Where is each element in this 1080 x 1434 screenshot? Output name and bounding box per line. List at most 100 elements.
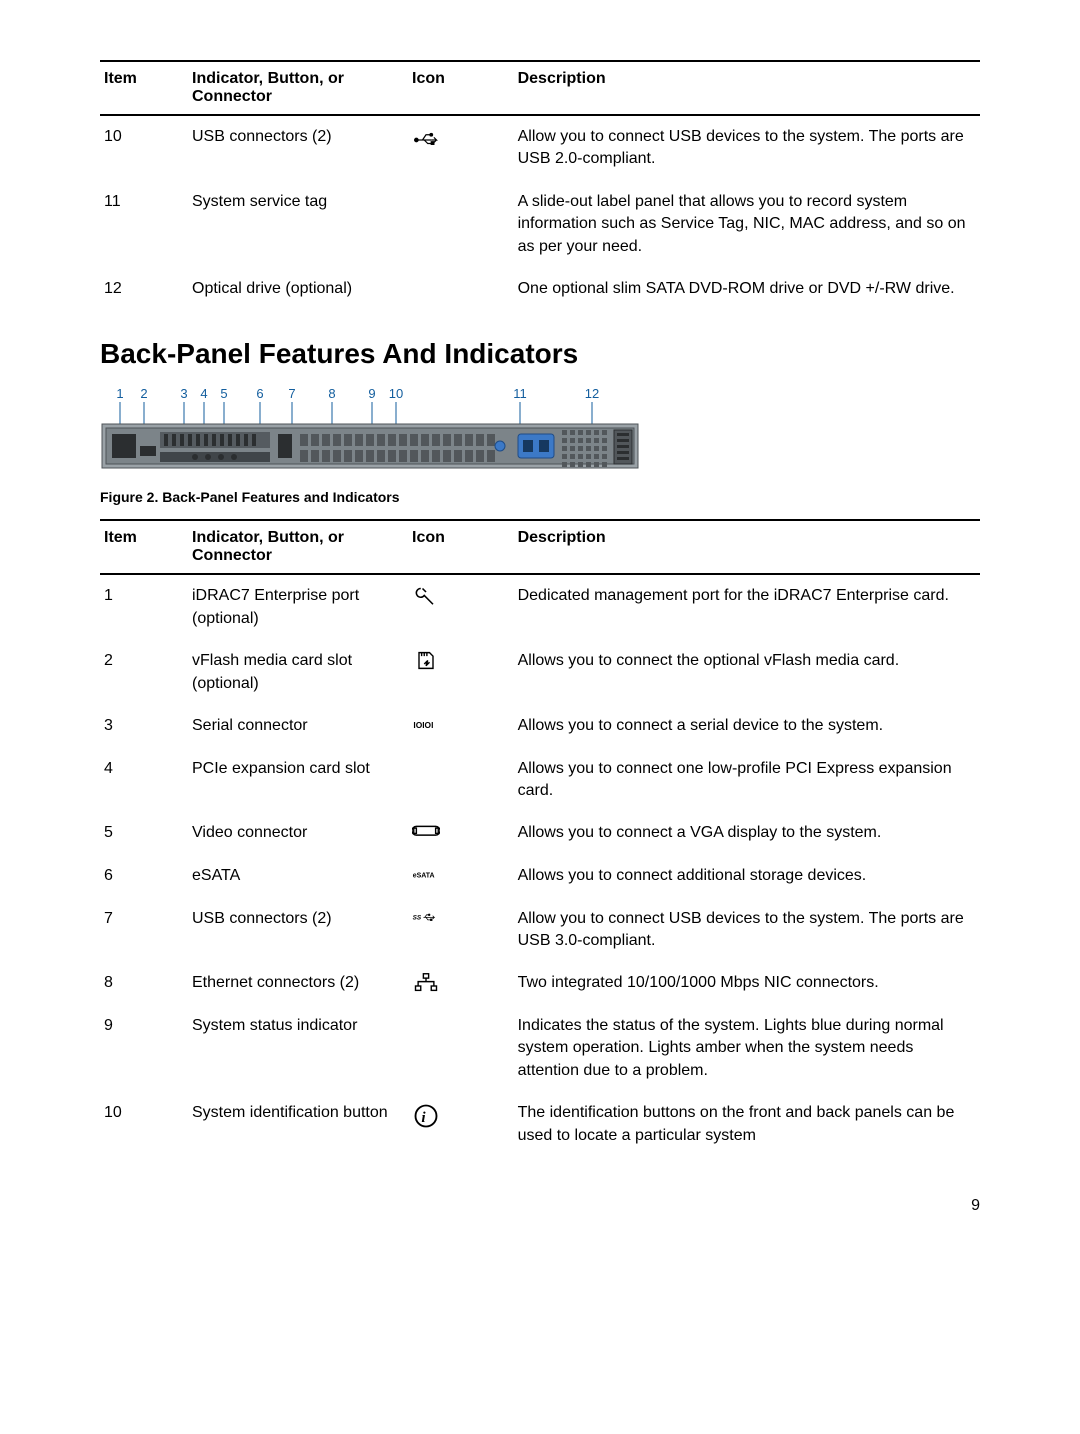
svg-text:12: 12 <box>585 386 599 401</box>
table-row: 9System status indicator Indicates the st… <box>100 1005 980 1092</box>
cell-icon <box>408 181 514 268</box>
cell-item: 10 <box>100 1092 188 1157</box>
svg-text:6: 6 <box>256 386 263 401</box>
cell-description: Dedicated management port for the iDRAC7… <box>514 574 980 640</box>
table-row: 6eSATAeSATAAllows you to connect additio… <box>100 855 980 898</box>
cell-description: One optional slim SATA DVD-ROM drive or … <box>514 268 980 310</box>
cell-item: 9 <box>100 1005 188 1092</box>
table-row: 3Serial connector IOIOI Allows you to conn… <box>100 705 980 748</box>
cell-description: The identification buttons on the front … <box>514 1092 980 1157</box>
sdcard-icon <box>412 650 440 672</box>
cell-indicator: System status indicator <box>188 1005 408 1092</box>
cell-indicator: USB connectors (2) <box>188 898 408 963</box>
cell-indicator: Ethernet connectors (2) <box>188 962 408 1005</box>
svg-text:11: 11 <box>513 386 527 401</box>
page-number: 9 <box>100 1197 980 1215</box>
cell-description: Two integrated 10/100/1000 Mbps NIC conn… <box>514 962 980 1005</box>
t1-h-desc: Description <box>514 61 980 115</box>
cell-description: Allows you to connect one low-profile PC… <box>514 748 980 813</box>
cell-indicator: Serial connector <box>188 705 408 748</box>
id-icon: i <box>412 1102 440 1124</box>
t2-h-desc: Description <box>514 520 980 574</box>
cell-icon <box>408 1005 514 1092</box>
cell-description: Allows you to connect the optional vFlas… <box>514 640 980 705</box>
svg-text:5: 5 <box>220 386 227 401</box>
front-panel-table-cont: Item Indicator, Button, or Connector Ico… <box>100 60 980 310</box>
cell-icon <box>408 812 514 855</box>
ssusb-icon: SS <box>412 908 440 930</box>
svg-text:1: 1 <box>116 386 123 401</box>
cell-icon <box>408 115 514 181</box>
table-row: 7USB connectors (2) SS Allow you to connec… <box>100 898 980 963</box>
cell-icon: SS <box>408 898 514 963</box>
t1-h-indicator: Indicator, Button, or Connector <box>188 61 408 115</box>
cell-indicator: Optical drive (optional) <box>188 268 408 310</box>
cell-icon: IOIOI <box>408 705 514 748</box>
svg-text:2: 2 <box>140 386 147 401</box>
svg-text:i: i <box>421 1109 426 1126</box>
cell-icon <box>408 268 514 310</box>
cell-item: 8 <box>100 962 188 1005</box>
cell-description: Allow you to connect USB devices to the … <box>514 898 980 963</box>
table-row: 2vFlash media card slot (optional) Allows… <box>100 640 980 705</box>
t1-h-item: Item <box>100 61 188 115</box>
svg-text:eSATA: eSATA <box>413 872 435 879</box>
t2-h-item: Item <box>100 520 188 574</box>
svg-text:8: 8 <box>328 386 335 401</box>
cell-item: 4 <box>100 748 188 813</box>
cell-item: 12 <box>100 268 188 310</box>
table-row: 12Optical drive (optional) One optional s… <box>100 268 980 310</box>
svg-text:3: 3 <box>180 386 187 401</box>
cell-indicator: System service tag <box>188 181 408 268</box>
figure-caption: Figure 2. Back-Panel Features and Indica… <box>100 489 980 505</box>
cell-description: A slide-out label panel that allows you … <box>514 181 980 268</box>
cell-icon: eSATA <box>408 855 514 898</box>
vga-icon <box>412 822 440 844</box>
wrench-icon <box>412 585 440 607</box>
cell-indicator: PCIe expansion card slot <box>188 748 408 813</box>
cell-indicator: System identification button <box>188 1092 408 1157</box>
cell-item: 7 <box>100 898 188 963</box>
esata-icon: eSATA <box>412 865 440 887</box>
cell-indicator: vFlash media card slot (optional) <box>188 640 408 705</box>
table-row: 4PCIe expansion card slot Allows you to c… <box>100 748 980 813</box>
cell-item: 10 <box>100 115 188 181</box>
t1-h-icon: Icon <box>408 61 514 115</box>
cell-item: 2 <box>100 640 188 705</box>
table-row: 1iDRAC7 Enterprise port (optional) Dedica… <box>100 574 980 640</box>
cell-indicator: eSATA <box>188 855 408 898</box>
usb-icon <box>412 126 440 148</box>
cell-description: Allows you to connect a VGA display to t… <box>514 812 980 855</box>
svg-text:9: 9 <box>368 386 375 401</box>
cell-icon <box>408 640 514 705</box>
cell-item: 3 <box>100 705 188 748</box>
network-icon <box>412 972 440 994</box>
cell-description: Allows you to connect a serial device to… <box>514 705 980 748</box>
cell-item: 5 <box>100 812 188 855</box>
cell-icon <box>408 574 514 640</box>
svg-text:SS: SS <box>413 914 422 921</box>
svg-text:10: 10 <box>389 386 403 401</box>
cell-description: Allow you to connect USB devices to the … <box>514 115 980 181</box>
table-row: 10System identification button i The ident… <box>100 1092 980 1157</box>
table-row: 8Ethernet connectors (2) Two integrated 1… <box>100 962 980 1005</box>
cell-indicator: iDRAC7 Enterprise port (optional) <box>188 574 408 640</box>
section-heading: Back-Panel Features And Indicators <box>100 338 980 370</box>
cell-indicator: Video connector <box>188 812 408 855</box>
cell-description: Indicates the status of the system. Ligh… <box>514 1005 980 1092</box>
cell-description: Allows you to connect additional storage… <box>514 855 980 898</box>
back-panel-table: Item Indicator, Button, or Connector Ico… <box>100 519 980 1157</box>
cell-icon <box>408 962 514 1005</box>
serial-icon: IOIOI <box>412 715 440 737</box>
cell-icon: i <box>408 1092 514 1157</box>
cell-indicator: USB connectors (2) <box>188 115 408 181</box>
table-row: 5Video connector Allows you to connect a … <box>100 812 980 855</box>
table-row: 10USB connectors (2) Allow you to connect… <box>100 115 980 181</box>
table-row: 11System service tagA slide-out label pa… <box>100 181 980 268</box>
cell-item: 1 <box>100 574 188 640</box>
svg-text:4: 4 <box>200 386 207 401</box>
t2-h-icon: Icon <box>408 520 514 574</box>
back-panel-diagram: 123456789101112 <box>100 384 640 479</box>
cell-item: 6 <box>100 855 188 898</box>
svg-text:IOIOI: IOIOI <box>413 720 433 730</box>
